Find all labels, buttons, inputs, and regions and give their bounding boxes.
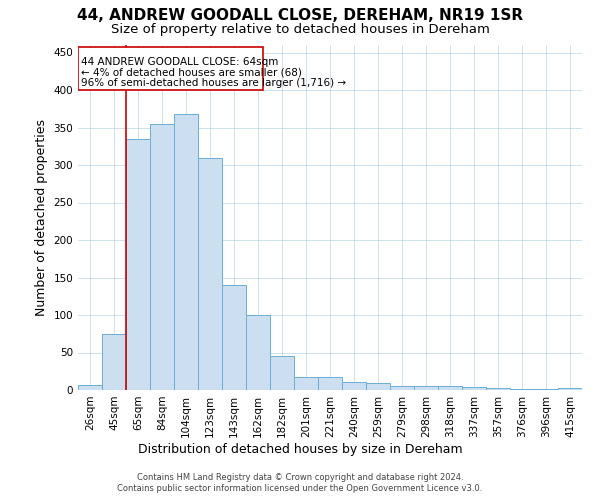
Bar bbox=[126, 138, 150, 390]
Text: 96% of semi-detached houses are larger (1,716) →: 96% of semi-detached houses are larger (… bbox=[81, 78, 346, 88]
Bar bbox=[150, 124, 174, 390]
Text: Contains public sector information licensed under the Open Government Licence v3: Contains public sector information licen… bbox=[118, 484, 482, 493]
Text: Contains HM Land Registry data © Crown copyright and database right 2024.: Contains HM Land Registry data © Crown c… bbox=[137, 472, 463, 482]
Bar bbox=[462, 387, 486, 390]
Bar bbox=[390, 386, 414, 390]
Text: Distribution of detached houses by size in Dereham: Distribution of detached houses by size … bbox=[137, 442, 463, 456]
Text: 44, ANDREW GOODALL CLOSE, DEREHAM, NR19 1SR: 44, ANDREW GOODALL CLOSE, DEREHAM, NR19 … bbox=[77, 8, 523, 22]
Bar bbox=[78, 385, 102, 390]
Text: 44 ANDREW GOODALL CLOSE: 64sqm: 44 ANDREW GOODALL CLOSE: 64sqm bbox=[81, 57, 278, 67]
Bar bbox=[102, 334, 126, 390]
Bar bbox=[342, 382, 366, 390]
Bar bbox=[318, 376, 342, 390]
Bar bbox=[366, 382, 390, 390]
Text: ← 4% of detached houses are smaller (68): ← 4% of detached houses are smaller (68) bbox=[81, 68, 302, 78]
Bar bbox=[174, 114, 198, 390]
Text: Size of property relative to detached houses in Dereham: Size of property relative to detached ho… bbox=[110, 22, 490, 36]
Bar bbox=[222, 285, 246, 390]
Bar bbox=[270, 356, 294, 390]
Bar bbox=[510, 388, 534, 390]
Bar bbox=[198, 158, 222, 390]
Bar bbox=[246, 315, 270, 390]
Bar bbox=[558, 388, 582, 390]
Bar bbox=[534, 389, 558, 390]
Bar bbox=[79, 48, 263, 90]
Y-axis label: Number of detached properties: Number of detached properties bbox=[35, 119, 48, 316]
Bar bbox=[438, 386, 462, 390]
Bar bbox=[294, 376, 318, 390]
Bar bbox=[486, 388, 510, 390]
Bar bbox=[414, 386, 438, 390]
